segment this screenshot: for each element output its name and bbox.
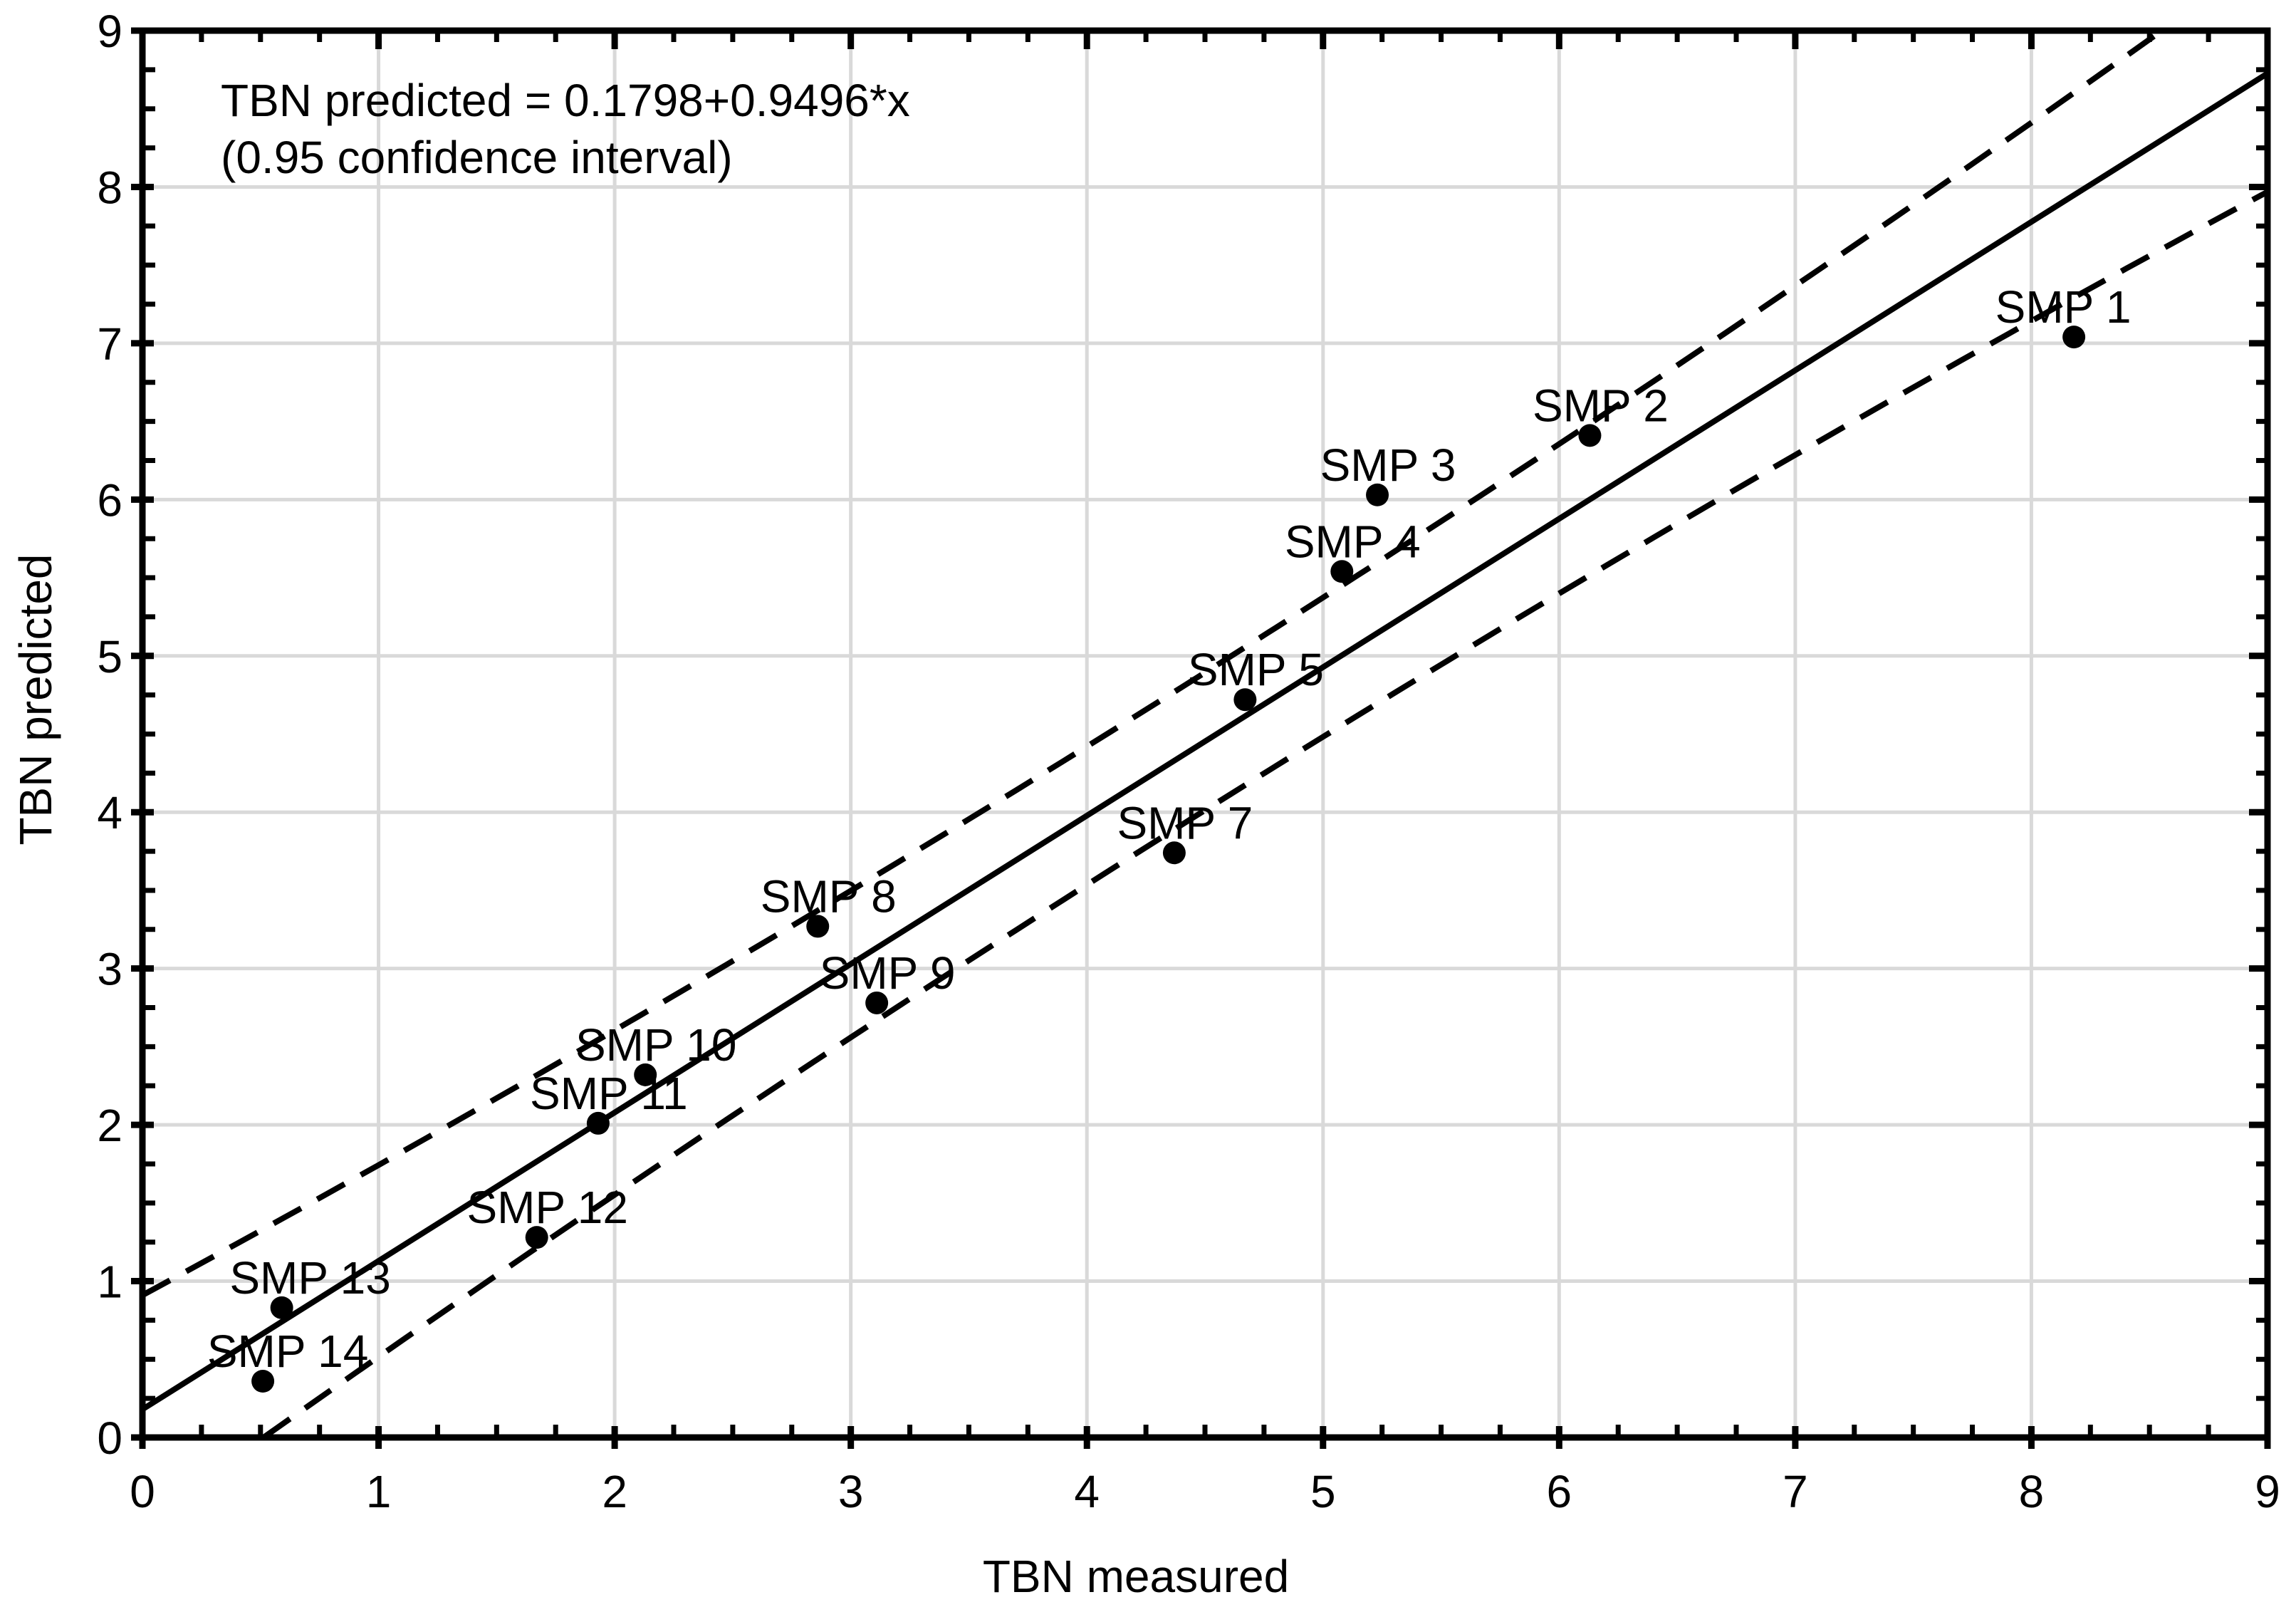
data-point-label: SMP 11 <box>530 1068 688 1119</box>
y-tick-label: 7 <box>97 318 122 370</box>
y-tick-label: 9 <box>97 6 122 57</box>
y-tick-label: 6 <box>97 474 122 526</box>
x-tick-label: 0 <box>130 1466 155 1517</box>
data-point-label: SMP 2 <box>1533 380 1669 431</box>
confidence-interval-annotation: (0.95 confidence interval) <box>221 132 733 183</box>
data-point-label: SMP 10 <box>575 1019 737 1071</box>
x-tick-label: 2 <box>602 1466 627 1517</box>
data-point-label: SMP 3 <box>1320 440 1456 491</box>
data-point <box>525 1226 548 1249</box>
y-axis-title: TBN predicted <box>10 553 61 845</box>
y-tick-label: 3 <box>97 944 122 995</box>
x-tick-label: 6 <box>1547 1466 1572 1517</box>
x-tick-label: 8 <box>2019 1466 2045 1517</box>
confidence-band-lower <box>259 189 2268 1437</box>
data-point-label: SMP 4 <box>1285 516 1421 567</box>
data-point <box>2062 326 2086 349</box>
y-tick-label: 8 <box>97 162 122 213</box>
data-point-label: SMP 13 <box>229 1252 391 1304</box>
regression-equation-annotation: TBN predicted = 0.1798+0.9496*x <box>221 75 910 126</box>
data-point <box>806 915 830 938</box>
tick-labels: 0 1 2 3 4 5 6 7 8 9 0 1 2 3 4 5 6 7 8 9 <box>97 6 2280 1517</box>
x-axis-title: TBN measured <box>983 1551 1289 1602</box>
data-point <box>865 991 889 1014</box>
data-point-label: SMP 8 <box>761 870 897 922</box>
plot-frame <box>139 27 2271 1441</box>
data-point <box>251 1370 275 1393</box>
data-points: SMP 1 SMP 2 SMP 3 SMP 4 SMP 5 SMP 7 SMP 8 SMP 9… <box>207 281 2131 1393</box>
x-tick-label: 1 <box>366 1466 392 1517</box>
y-tick-label: 2 <box>97 1100 122 1151</box>
y-tick-label: 1 <box>97 1257 122 1308</box>
data-point-label: SMP 5 <box>1188 644 1324 695</box>
plot-frame-and-ticks <box>131 27 2271 1449</box>
gridlines <box>142 31 2268 1437</box>
data-point <box>634 1063 657 1086</box>
data-point <box>1366 483 1389 506</box>
x-tick-label: 3 <box>838 1466 864 1517</box>
data-point-label: SMP 1 <box>1995 281 2131 333</box>
data-point-label: SMP 12 <box>466 1182 628 1233</box>
data-point <box>586 1111 610 1135</box>
data-point-label: SMP 9 <box>820 947 956 999</box>
y-tick-label: 0 <box>97 1413 122 1464</box>
data-point <box>270 1296 293 1319</box>
regression-fit-line <box>142 71 2268 1412</box>
regression-line <box>142 71 2268 1412</box>
y-tick-label: 4 <box>97 787 122 838</box>
x-tick-label: 7 <box>1783 1466 1808 1517</box>
data-point <box>1578 424 1602 447</box>
y-tick-label: 5 <box>97 631 122 682</box>
data-point <box>1330 560 1354 583</box>
x-tick-label: 5 <box>1310 1466 1336 1517</box>
data-point <box>1162 841 1186 865</box>
x-tick-label: 9 <box>2255 1466 2280 1517</box>
data-point-label: SMP 7 <box>1117 797 1253 848</box>
data-point-label: SMP 14 <box>207 1326 369 1377</box>
confidence-band <box>142 31 2268 1437</box>
confidence-band-upper <box>142 31 2167 1298</box>
x-tick-label: 4 <box>1074 1466 1100 1517</box>
data-point <box>1233 688 1257 712</box>
